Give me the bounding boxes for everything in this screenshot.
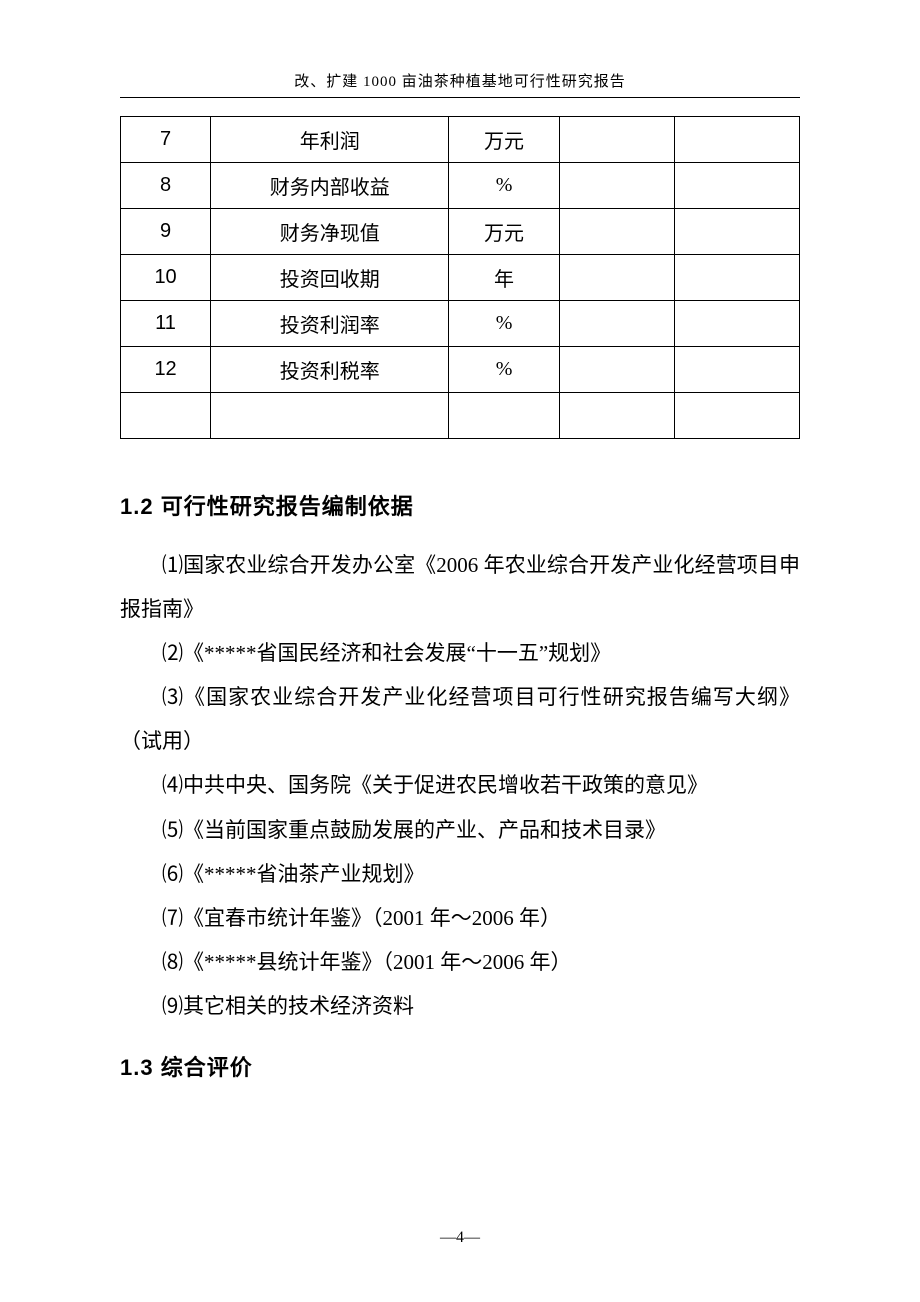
cell-unit bbox=[449, 393, 559, 439]
cell-val2 bbox=[674, 255, 799, 301]
cell-unit: 万元 bbox=[449, 209, 559, 255]
table-row: 10 投资回收期 年 bbox=[121, 255, 800, 301]
cell-num: 11 bbox=[121, 301, 211, 347]
cell-val2 bbox=[674, 163, 799, 209]
list-item: ⑶《国家农业综合开发产业化经营项目可行性研究报告编写大纲》（试用） bbox=[120, 675, 800, 763]
cell-val2 bbox=[674, 117, 799, 163]
cell-val1 bbox=[559, 393, 674, 439]
table-row: 9 财务净现值 万元 bbox=[121, 209, 800, 255]
cell-name: 投资利税率 bbox=[211, 347, 449, 393]
list-item: ⑹《*****省油茶产业规划》 bbox=[120, 852, 800, 896]
cell-val1 bbox=[559, 255, 674, 301]
cell-val1 bbox=[559, 117, 674, 163]
cell-name: 财务净现值 bbox=[211, 209, 449, 255]
table-row: 12 投资利税率 % bbox=[121, 347, 800, 393]
header-divider bbox=[120, 97, 800, 98]
cell-unit: % bbox=[449, 301, 559, 347]
table-body: 7 年利润 万元 8 财务内部收益 % 9 财务净现值 万元 10 投资回收期 … bbox=[121, 117, 800, 439]
list-item: ⑴国家农业综合开发办公室《2006 年农业综合开发产业化经营项目申报指南》 bbox=[120, 543, 800, 631]
list-item: ⑺《宜春市统计年鉴》（2001 年～2006 年） bbox=[120, 896, 800, 940]
table-row bbox=[121, 393, 800, 439]
list-item: ⑸《当前国家重点鼓励发展的产业、产品和技术目录》 bbox=[120, 808, 800, 852]
cell-val1 bbox=[559, 163, 674, 209]
cell-val2 bbox=[674, 301, 799, 347]
header-title: 改、扩建 1000 亩油茶种植基地可行性研究报告 bbox=[294, 74, 626, 90]
section-1-3-title: 1.3 综合评价 bbox=[120, 1050, 800, 1082]
cell-val2 bbox=[674, 209, 799, 255]
cell-val1 bbox=[559, 209, 674, 255]
cell-name: 财务内部收益 bbox=[211, 163, 449, 209]
data-table: 7 年利润 万元 8 财务内部收益 % 9 财务净现值 万元 10 投资回收期 … bbox=[120, 116, 800, 439]
cell-val2 bbox=[674, 393, 799, 439]
cell-unit: % bbox=[449, 163, 559, 209]
list-item: ⑵《*****省国民经济和社会发展“十一五”规划》 bbox=[120, 631, 800, 675]
cell-num: 8 bbox=[121, 163, 211, 209]
cell-num: 7 bbox=[121, 117, 211, 163]
table-row: 11 投资利润率 % bbox=[121, 301, 800, 347]
cell-val1 bbox=[559, 347, 674, 393]
table-row: 7 年利润 万元 bbox=[121, 117, 800, 163]
list-item: ⑼其它相关的技术经济资料 bbox=[120, 984, 800, 1028]
page-number: —4— bbox=[0, 1229, 920, 1247]
cell-num bbox=[121, 393, 211, 439]
cell-num: 9 bbox=[121, 209, 211, 255]
cell-val2 bbox=[674, 347, 799, 393]
cell-unit: 万元 bbox=[449, 117, 559, 163]
cell-unit: % bbox=[449, 347, 559, 393]
list-item: ⑻《*****县统计年鉴》（2001 年～2006 年） bbox=[120, 940, 800, 984]
cell-unit: 年 bbox=[449, 255, 559, 301]
section-1-2-body: ⑴国家农业综合开发办公室《2006 年农业综合开发产业化经营项目申报指南》 ⑵《… bbox=[120, 543, 800, 1028]
cell-num: 12 bbox=[121, 347, 211, 393]
page-header: 改、扩建 1000 亩油茶种植基地可行性研究报告 bbox=[120, 70, 800, 91]
cell-name: 投资回收期 bbox=[211, 255, 449, 301]
cell-num: 10 bbox=[121, 255, 211, 301]
cell-name: 投资利润率 bbox=[211, 301, 449, 347]
list-item: ⑷中共中央、国务院《关于促进农民增收若干政策的意见》 bbox=[120, 763, 800, 807]
cell-val1 bbox=[559, 301, 674, 347]
table-row: 8 财务内部收益 % bbox=[121, 163, 800, 209]
cell-name: 年利润 bbox=[211, 117, 449, 163]
section-1-2-title: 1.2 可行性研究报告编制依据 bbox=[120, 489, 800, 521]
cell-name bbox=[211, 393, 449, 439]
